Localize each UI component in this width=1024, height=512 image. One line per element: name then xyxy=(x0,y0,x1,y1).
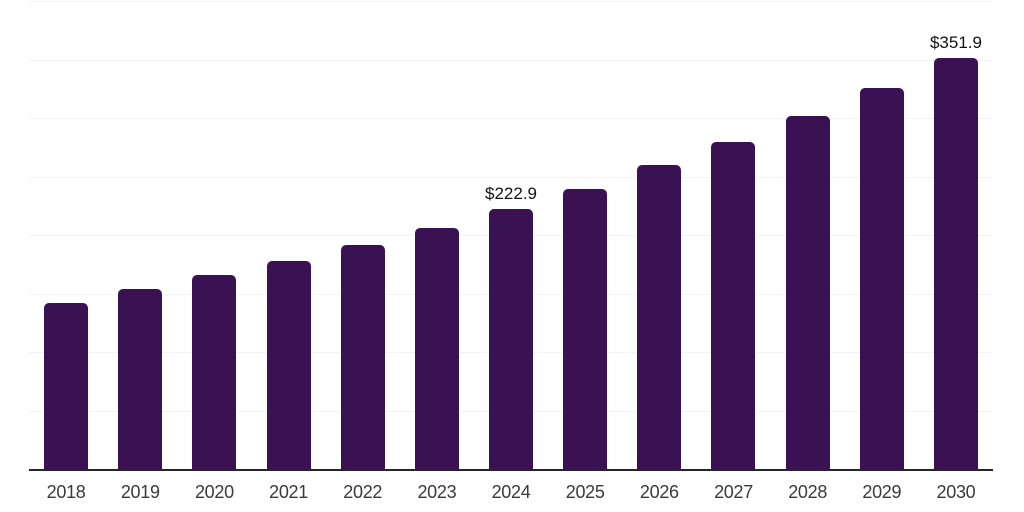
x-tick-label: 2030 xyxy=(936,482,976,502)
gridline xyxy=(29,1,993,2)
gridline xyxy=(29,59,993,61)
x-tick-label: 2022 xyxy=(343,482,383,502)
x-tick-label: 2027 xyxy=(714,482,753,502)
gridline xyxy=(29,118,993,119)
bar xyxy=(340,245,385,470)
bar-slot xyxy=(696,2,770,470)
bar-slot xyxy=(622,2,696,470)
x-tick-label: 2025 xyxy=(565,482,605,502)
gridline xyxy=(29,176,993,178)
bar xyxy=(711,141,756,470)
bar: $351.9 xyxy=(930,33,982,470)
bar: $222.9 xyxy=(485,184,537,470)
bar xyxy=(266,260,311,470)
x-tick-label: 2028 xyxy=(788,482,828,502)
x-tick-label: 2020 xyxy=(194,482,234,502)
bar-slot xyxy=(103,2,177,470)
bar-slot xyxy=(845,2,919,470)
bar xyxy=(118,288,163,470)
bar xyxy=(414,227,459,470)
plot-area: $222.9 $351.9 xyxy=(29,1,993,470)
x-tick-label: 2018 xyxy=(46,482,86,502)
bar xyxy=(563,188,608,470)
value-label: $351.9 xyxy=(929,32,982,52)
x-tick-label: 2023 xyxy=(417,482,457,502)
bars-row: $222.9 $351.9 xyxy=(29,2,993,470)
bar xyxy=(859,88,904,470)
x-tick-label: 2021 xyxy=(269,482,308,502)
bar-slot xyxy=(326,2,400,470)
x-axis-line xyxy=(29,469,993,471)
bar-slot: $222.9 xyxy=(474,2,548,470)
x-tick-label: 2029 xyxy=(862,482,902,502)
bar xyxy=(192,275,237,470)
bar-slot xyxy=(400,2,474,470)
x-tick-label: 2019 xyxy=(120,482,160,502)
bar-slot xyxy=(548,2,622,470)
x-tick-label: 2024 xyxy=(491,482,531,502)
bar xyxy=(637,165,682,470)
bar xyxy=(44,302,89,470)
bar-slot xyxy=(771,2,845,470)
x-tick-label: 2026 xyxy=(639,482,679,502)
bar-slot: $351.9 xyxy=(919,2,993,470)
x-axis-labels: 2018 2019 2020 2021 2022 2023 2024 2025 2026 2027… xyxy=(29,482,993,503)
bar xyxy=(785,115,830,470)
value-label: $222.9 xyxy=(485,183,538,203)
bar-slot xyxy=(29,2,103,470)
bar-slot xyxy=(251,2,325,470)
bar-slot xyxy=(177,2,251,470)
